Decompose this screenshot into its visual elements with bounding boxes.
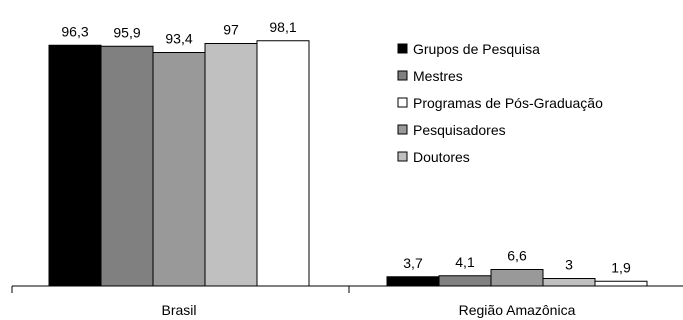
legend-swatch-pesquisadores bbox=[397, 124, 408, 135]
bar-doutores-regiao-amazonica bbox=[542, 278, 596, 287]
legend-swatch-mestres bbox=[397, 70, 408, 81]
bar-programas-de-pos-graduacao-brasil bbox=[256, 40, 310, 287]
legend-label-doutores: Doutores bbox=[413, 149, 470, 165]
bar-doutores-brasil bbox=[204, 43, 258, 287]
value-label: 95,9 bbox=[113, 24, 140, 40]
value-label: 3,7 bbox=[403, 255, 423, 271]
value-label: 97 bbox=[223, 22, 239, 38]
bar-mestres-brasil bbox=[100, 45, 154, 287]
legend-swatch-doutores bbox=[397, 151, 408, 162]
legend-swatch-programas-de-pos-graduacao bbox=[397, 97, 408, 108]
x-axis bbox=[11, 285, 683, 293]
value-label: 6,6 bbox=[507, 248, 527, 264]
value-label: 93,4 bbox=[165, 31, 192, 47]
bar-programas-de-pos-graduacao-regiao-amazonica bbox=[594, 280, 648, 287]
legend-label-mestres: Mestres bbox=[413, 68, 463, 84]
bar-grupos-de-pesquisa-regiao-amazonica bbox=[386, 276, 440, 287]
legend-label-pesquisadores: Pesquisadores bbox=[413, 122, 506, 138]
value-label: 1,9 bbox=[611, 259, 631, 275]
legend-label-programas-de-pos-graduacao: Programas de Pós-Graduação bbox=[413, 95, 603, 111]
category-label: Brasil bbox=[161, 302, 196, 318]
bar-pesquisadores-regiao-amazonica bbox=[490, 269, 544, 287]
category-labels-group: Brasil Região Amazônica bbox=[161, 302, 575, 318]
value-label: 3 bbox=[565, 257, 573, 273]
bar-pesquisadores-brasil bbox=[152, 52, 206, 287]
value-label: 98,1 bbox=[269, 19, 296, 35]
bars-group bbox=[48, 40, 648, 287]
legend: Grupos de Pesquisa Mestres Programas de Pó… bbox=[397, 41, 603, 165]
value-label: 96,3 bbox=[61, 23, 88, 39]
category-label: Região Amazônica bbox=[459, 302, 576, 318]
value-labels-group: 96,3 95,9 93,4 97 98,1 3,7 4,1 6,6 3 1,9 bbox=[61, 19, 631, 276]
legend-label-grupos-de-pesquisa: Grupos de Pesquisa bbox=[413, 41, 540, 57]
bar-grupos-de-pesquisa-brasil bbox=[48, 44, 102, 287]
legend-swatch-grupos-de-pesquisa bbox=[397, 43, 408, 54]
value-label: 4,1 bbox=[455, 254, 475, 270]
bar-mestres-regiao-amazonica bbox=[438, 275, 492, 287]
